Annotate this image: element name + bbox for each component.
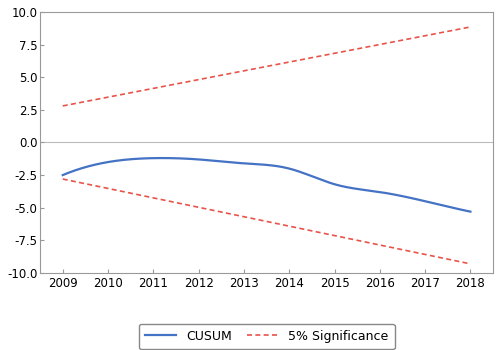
CUSUM bbox=[61, 173, 67, 177]
CUSUM bbox=[60, 173, 66, 177]
CUSUM bbox=[310, 175, 316, 179]
Legend: CUSUM, 5% Significance: CUSUM, 5% Significance bbox=[138, 324, 394, 349]
CUSUM bbox=[304, 172, 310, 176]
CUSUM bbox=[160, 156, 166, 160]
CUSUM bbox=[302, 172, 308, 176]
CUSUM bbox=[404, 195, 410, 199]
CUSUM bbox=[468, 210, 473, 214]
CUSUM bbox=[430, 201, 436, 205]
Line: CUSUM: CUSUM bbox=[62, 158, 470, 212]
